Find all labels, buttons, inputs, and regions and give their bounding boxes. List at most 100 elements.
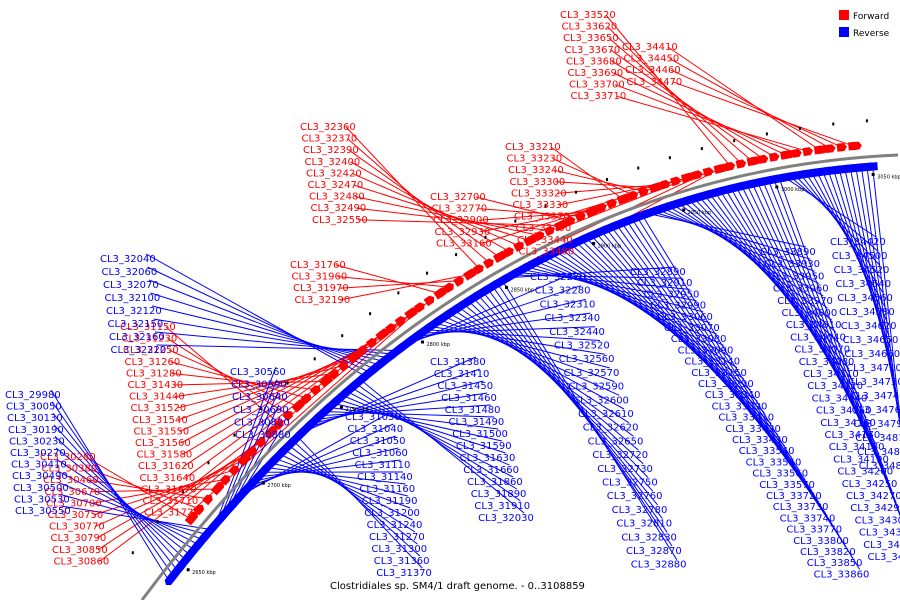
forward-gene-arrow xyxy=(356,345,367,357)
reverse-gene-label: CL3_32440 xyxy=(549,327,605,338)
forward-leader-line xyxy=(610,49,764,160)
reverse-leader-line xyxy=(657,209,815,272)
forward-gene-label: CL3_31560 xyxy=(135,438,191,449)
forward-gene-label: CL3_31550 xyxy=(134,426,190,437)
reverse-leader-line xyxy=(346,391,514,478)
forward-gene-arrow xyxy=(273,419,284,431)
forward-gene-label: CL3_31580 xyxy=(137,450,193,461)
forward-gene-arrow xyxy=(394,316,406,327)
forward-gene-arrow xyxy=(691,170,703,180)
reverse-leader-line xyxy=(227,404,280,511)
scale-tick-label: 2700 kbp xyxy=(267,483,291,489)
legend-reverse-swatch xyxy=(839,27,849,37)
reverse-leader-line xyxy=(148,279,375,370)
feature-marker xyxy=(207,461,210,465)
reverse-gene-label: CL3_33800 xyxy=(793,536,849,547)
reverse-gene-label: CL3_34180 xyxy=(829,442,885,453)
forward-gene-arrow xyxy=(564,216,576,227)
forward-leader-line xyxy=(335,264,440,294)
reverse-gene-label: CL3_34710 xyxy=(846,363,900,374)
forward-gene-label: CL3_32190 xyxy=(295,295,351,306)
reverse-leader-line xyxy=(647,213,807,248)
forward-gene-label: CL3_33520 xyxy=(560,10,616,21)
reverse-leader-line xyxy=(258,459,401,478)
forward-gene-label: CL3_33400 xyxy=(516,223,572,234)
reverse-gene-label: CL3_32150 xyxy=(108,319,164,330)
reverse-leader-line xyxy=(57,470,199,546)
reverse-gene-label: CL3_32270 xyxy=(530,272,586,283)
reverse-gene-label: CL3_34330 xyxy=(859,528,900,539)
forward-gene-label: CL3_31640 xyxy=(140,473,196,484)
reverse-gene-label: CL3_31500 xyxy=(452,429,508,440)
forward-gene-arrow xyxy=(365,337,377,349)
forward-gene-arrow xyxy=(423,295,435,307)
forward-gene-label: CL3_31150 xyxy=(120,322,176,333)
scale-tick-label: 2850 kbp xyxy=(511,287,535,293)
forward-leader-line xyxy=(614,84,798,154)
reverse-leader-line xyxy=(154,331,394,355)
forward-leader-line xyxy=(180,341,373,444)
forward-gene-arrow xyxy=(266,425,278,437)
reverse-leader-line xyxy=(60,505,212,531)
forward-leader-line xyxy=(356,207,551,231)
reverse-leader-line xyxy=(56,459,195,551)
reverse-leader-line xyxy=(482,291,658,506)
feature-marker xyxy=(286,381,289,385)
reverse-leader-line xyxy=(641,215,861,570)
reverse-gene-label: CL3_33570 xyxy=(759,480,815,491)
forward-gene-label: CL3_32400 xyxy=(305,157,361,168)
reverse-leader-line xyxy=(315,392,488,421)
feature-marker xyxy=(798,126,801,130)
forward-leader-line xyxy=(611,60,775,158)
forward-gene-arrow xyxy=(670,176,681,187)
forward-gene-label: CL3_33710 xyxy=(571,91,627,102)
reverse-gene-label: CL3_34300 xyxy=(855,515,900,526)
feature-marker xyxy=(575,190,578,194)
forward-gene-label: CL3_30750 xyxy=(48,510,104,521)
reverse-gene-label: CL3_30550 xyxy=(15,506,71,517)
forward-leader-line xyxy=(189,299,431,513)
reverse-gene-label: CL3_34740 xyxy=(850,391,900,402)
reverse-gene-label: CL3_31040 xyxy=(347,424,403,435)
forward-leader-line xyxy=(553,169,645,192)
forward-leader-line xyxy=(173,380,326,386)
reverse-leader-line xyxy=(59,493,207,536)
reverse-gene-label: CL3_33850 xyxy=(807,558,863,569)
reverse-gene-label: CL3_32880 xyxy=(631,560,687,571)
forward-gene-label: CL3_32470 xyxy=(308,180,364,191)
reverse-leader-line xyxy=(297,436,423,569)
forward-gene-label: CL3_31670 xyxy=(141,484,197,495)
reverse-gene-label: CL3_31030 xyxy=(345,412,401,423)
forward-gene-arrow xyxy=(466,268,477,279)
reverse-gene-label: CL3_32310 xyxy=(540,299,596,310)
reverse-gene-label: CL3_31460 xyxy=(441,393,497,404)
reverse-gene-label: CL3_32910 xyxy=(637,278,693,289)
forward-gene-arrow xyxy=(588,205,600,217)
scale-tick-mark xyxy=(682,208,686,212)
reverse-gene-label: CL3_32590 xyxy=(568,382,624,393)
reverse-leader-line xyxy=(55,447,191,556)
scale-tick-label: 3050 kbp xyxy=(877,175,900,181)
forward-gene-arrow xyxy=(228,465,240,477)
reverse-gene-label: CL3_33420 xyxy=(725,424,781,435)
forward-gene-arrow xyxy=(202,494,213,506)
reverse-gene-label: CL3_34730 xyxy=(848,377,900,388)
reverse-leader-line xyxy=(219,379,278,520)
reverse-leader-line xyxy=(324,411,495,418)
reverse-gene-label: CL3_33390 xyxy=(712,401,768,412)
reverse-gene-label: CL3_32620 xyxy=(583,423,639,434)
reverse-gene-arrow xyxy=(193,538,205,549)
feature-marker xyxy=(313,357,316,361)
forward-gene-label: CL3_32420 xyxy=(306,168,362,179)
feature-marker xyxy=(259,407,262,411)
scale-tick-label: 2750 kbp xyxy=(345,407,369,413)
scale-tick-label: 3000 kbp xyxy=(781,187,805,193)
forward-gene-label: CL3_30850 xyxy=(52,545,108,556)
reverse-gene-label: CL3_34580 xyxy=(839,307,895,318)
reverse-leader-line xyxy=(279,453,413,521)
forward-gene-label: CL3_30700 xyxy=(46,498,102,509)
forward-gene-arrow xyxy=(384,323,396,334)
reverse-leader-line xyxy=(355,383,521,502)
reverse-gene-label: CL3_31140 xyxy=(357,472,413,483)
reverse-leader-line xyxy=(333,403,503,442)
